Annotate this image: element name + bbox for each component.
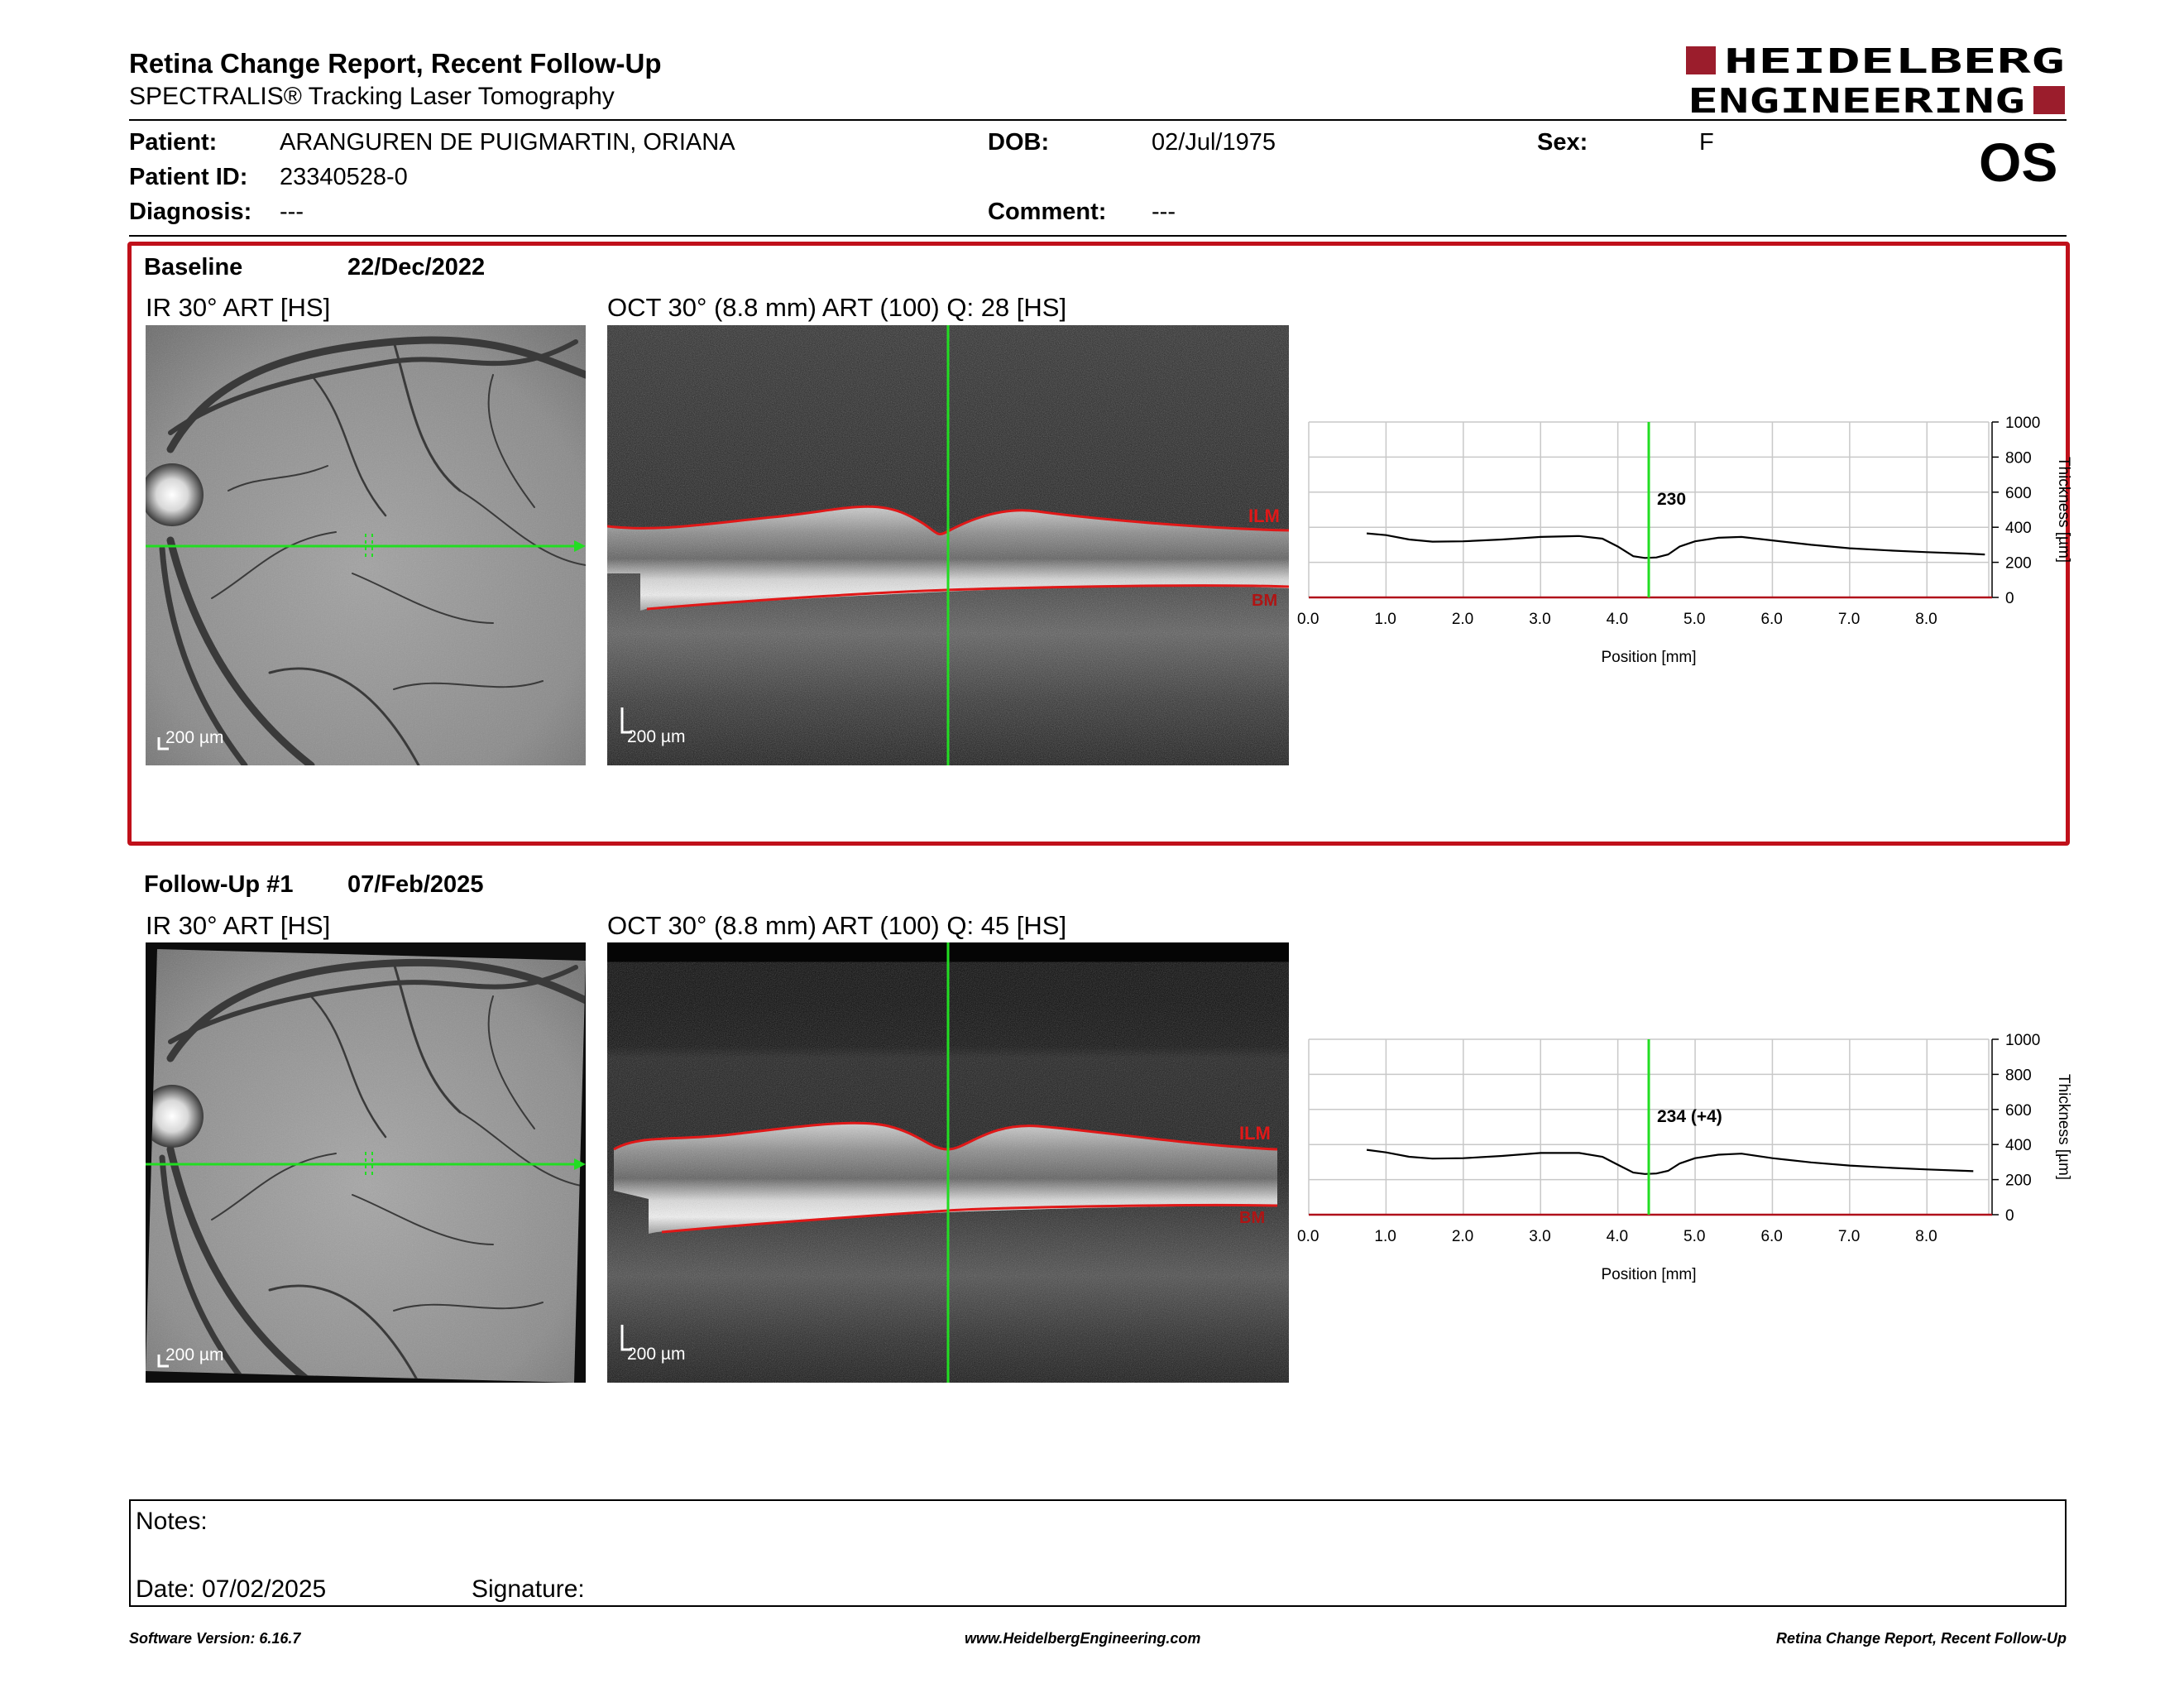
patient-id-label: Patient ID: <box>129 164 248 190</box>
position-marker-value: 230 <box>1657 490 1686 509</box>
dob-label: DOB: <box>988 129 1050 156</box>
x-tick-label: 2.0 <box>1452 611 1473 628</box>
diagnosis-value: --- <box>280 199 304 225</box>
followup-ir-title: IR 30° ART [HS] <box>146 911 331 940</box>
y-tick-label: 400 <box>2005 520 2032 537</box>
x-tick-label: 8.0 <box>1915 1228 1937 1245</box>
heidelberg-logo: HEIDELBERG ENGINEERING <box>1686 41 2067 121</box>
followup-label: Follow-Up #1 <box>144 871 294 898</box>
followup-ilm-label: ILM <box>1239 1123 1271 1144</box>
thickness-series-line <box>1366 1149 1974 1175</box>
x-tick-label: 8.0 <box>1915 611 1937 628</box>
baseline-thickness-chart: 0 200 400 600 800 1000 0.0 1.0 2.0 3.0 4.0 5.0 6.0 7.… <box>1297 415 2072 666</box>
y-tick-label: 0 <box>2005 1207 2014 1225</box>
baseline-ir-title: IR 30° ART [HS] <box>146 293 331 322</box>
notes-box[interactable] <box>129 1499 2067 1607</box>
x-tick-label: 1.0 <box>1374 1228 1396 1245</box>
followup-oct-image[interactable]: ILM BM 200 µm <box>607 942 1289 1383</box>
y-tick-label: 200 <box>2005 1172 2032 1190</box>
followup-oct-title: OCT 30° (8.8 mm) ART (100) Q: 45 [HS] <box>607 911 1067 940</box>
y-tick-label: 600 <box>2005 1102 2032 1120</box>
baseline-bm-label: BM <box>1252 592 1278 610</box>
patient-divider <box>129 235 2067 237</box>
followup-bm-label: BM <box>1239 1209 1266 1227</box>
x-tick-label: 0.0 <box>1297 1228 1319 1245</box>
baseline-date: 22/Dec/2022 <box>347 254 486 281</box>
report-title: Retina Change Report, Recent Follow-Up <box>129 48 662 79</box>
baseline-frame[interactable] <box>127 242 2070 846</box>
x-tick-label: 3.0 <box>1529 1228 1550 1245</box>
x-tick-label: 5.0 <box>1684 611 1705 628</box>
x-tick-label: 5.0 <box>1684 1228 1705 1245</box>
y-axis-label: Thickness [µm] <box>2055 457 2072 563</box>
logo-text-engineering: ENGINEERING <box>1688 81 2025 116</box>
signature-label: Signature: <box>472 1575 585 1603</box>
patient-name: ARANGUREN DE PUIGMARTIN, ORIANA <box>280 129 735 156</box>
y-tick-label: 0 <box>2005 590 2014 607</box>
comment-label: Comment: <box>988 199 1107 225</box>
followup-thickness-chart: 0 200 400 600 800 1000 0.0 1.0 2.0 3.0 4.0 5.0 6.0 7.… <box>1297 1032 2072 1283</box>
baseline-oct-scale: 200 µm <box>627 727 686 746</box>
comment-value: --- <box>1152 199 1176 225</box>
patient-id-value: 23340528-0 <box>280 164 408 190</box>
baseline-label: Baseline <box>144 254 243 281</box>
y-tick-label: 800 <box>2005 449 2032 467</box>
x-tick-label: 0.0 <box>1297 611 1319 628</box>
x-tick-label: 1.0 <box>1374 611 1396 628</box>
y-axis-label: Thickness [µm] <box>2055 1074 2072 1180</box>
header-divider <box>129 119 2067 121</box>
notes-label: Notes: <box>136 1508 208 1535</box>
x-axis-label: Position [mm] <box>1601 1266 1696 1283</box>
footer-website[interactable]: www.HeidelbergEngineering.com <box>965 1630 1201 1647</box>
patient-label: Patient: <box>129 129 218 156</box>
y-tick-label: 1000 <box>2005 1032 2040 1049</box>
y-tick-label: 1000 <box>2005 415 2040 432</box>
baseline-ir-image[interactable]: 200 µm <box>146 325 586 765</box>
followup-ir-scale: 200 µm <box>165 1345 224 1364</box>
position-marker-value: 234 (+4) <box>1657 1107 1722 1126</box>
followup-oct-scale: 200 µm <box>627 1345 686 1364</box>
notes-date: Date: 07/02/2025 <box>136 1575 327 1603</box>
baseline-oct-image[interactable]: ILM BM 200 µm <box>607 325 1289 765</box>
y-tick-label: 600 <box>2005 485 2032 502</box>
report-subtitle: SPECTRALIS® Tracking Laser Tomography <box>129 83 615 110</box>
x-tick-label: 6.0 <box>1760 1228 1782 1245</box>
baseline-ilm-label: ILM <box>1248 506 1280 526</box>
x-axis-label: Position [mm] <box>1601 649 1696 666</box>
logo-text-heidelberg: HEIDELBERG <box>1724 46 2065 81</box>
sex-value: F <box>1699 129 1714 156</box>
thickness-series-line <box>1367 532 1985 559</box>
y-tick-label: 200 <box>2005 555 2032 573</box>
x-tick-label: 7.0 <box>1838 611 1860 628</box>
x-tick-label: 7.0 <box>1838 1228 1860 1245</box>
eye-indicator: OS <box>1979 132 2058 193</box>
footer-software-version: Software Version: 6.16.7 <box>129 1630 301 1647</box>
dob-value: 02/Jul/1975 <box>1152 129 1276 156</box>
x-tick-label: 4.0 <box>1607 611 1628 628</box>
diagnosis-label: Diagnosis: <box>129 199 252 225</box>
followup-date: 07/Feb/2025 <box>347 871 484 898</box>
footer-report-name: Retina Change Report, Recent Follow-Up <box>1775 1630 2067 1647</box>
followup-ir-image[interactable]: 200 µm <box>146 942 586 1383</box>
y-tick-label: 400 <box>2005 1137 2032 1154</box>
y-tick-label: 800 <box>2005 1067 2032 1084</box>
sex-label: Sex: <box>1537 129 1588 156</box>
x-tick-label: 6.0 <box>1760 611 1782 628</box>
x-tick-label: 3.0 <box>1529 611 1550 628</box>
x-tick-label: 2.0 <box>1452 1228 1473 1245</box>
baseline-ir-scale: 200 µm <box>165 728 224 747</box>
x-tick-label: 4.0 <box>1607 1228 1628 1245</box>
baseline-oct-title: OCT 30° (8.8 mm) ART (100) Q: 28 [HS] <box>607 293 1067 322</box>
